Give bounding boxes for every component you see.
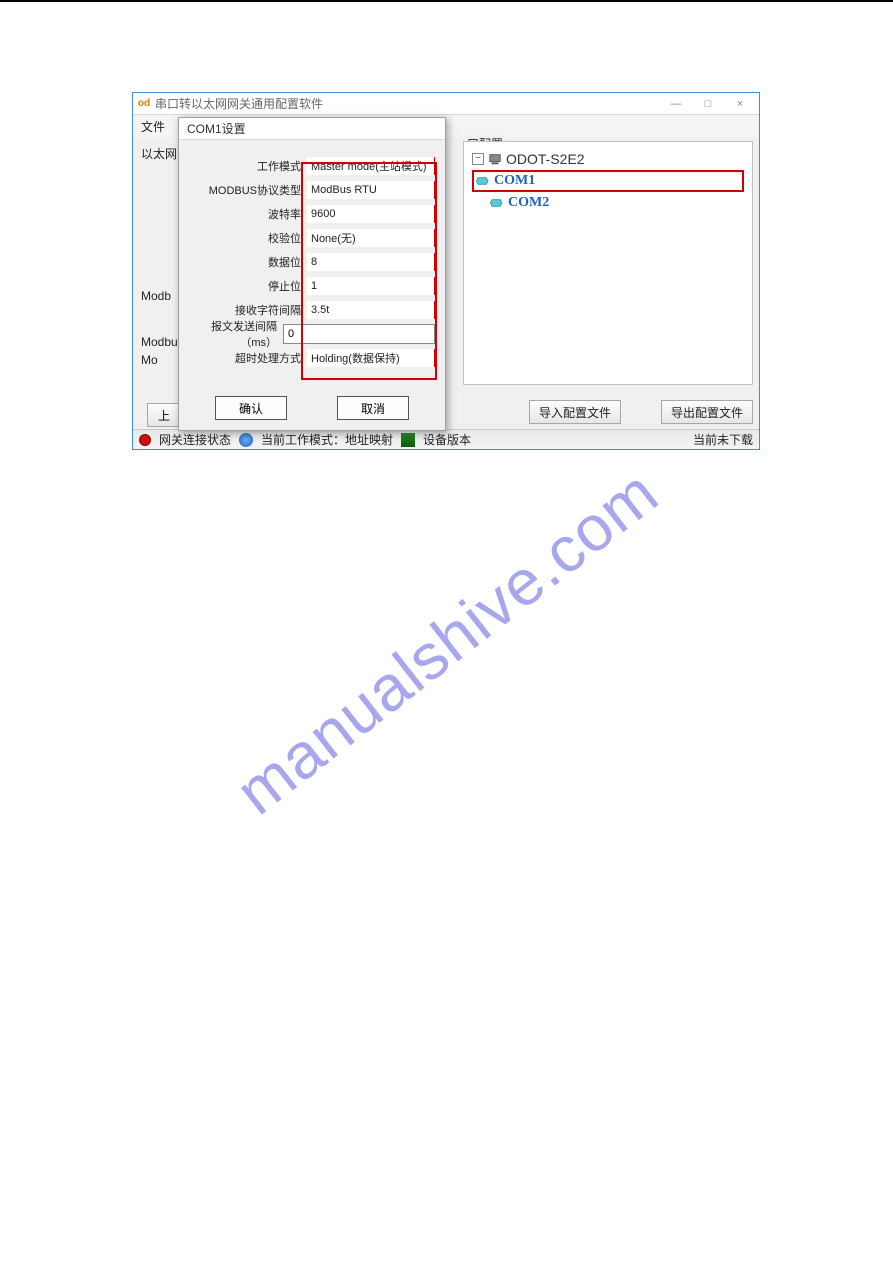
com1-settings-dialog: COM1设置 工作模式 Master mode(主站模式) MODBUS协议类型… (178, 117, 446, 431)
field-parity[interactable]: None(无) (307, 229, 435, 247)
label-send-gap: 报文发送间隔（ms） (189, 318, 283, 350)
tree-com2-label: COM2 (508, 195, 549, 211)
statusbar: 网关连接状态 当前工作模式：地址映射 设备版本 当前未下载 (133, 429, 759, 449)
import-config-button[interactable]: 导入配置文件 (529, 400, 621, 424)
tree-root-label: ODOT-S2E2 (506, 151, 585, 167)
ok-button[interactable]: 确认 (215, 396, 287, 420)
left-label-modbu: Modbu (141, 335, 178, 349)
close-button[interactable]: × (725, 95, 755, 113)
status-version: 设备版本 (423, 431, 471, 448)
status-dot-icon (139, 434, 151, 446)
field-stopbits[interactable]: 1 (307, 277, 435, 295)
label-timeout: 超时处理方式 (189, 350, 307, 366)
label-stopbits: 停止位 (189, 278, 307, 294)
field-char-gap[interactable]: 3.5t (307, 301, 435, 319)
tree-com1-label: COM1 (494, 173, 535, 189)
field-work-mode[interactable]: Master mode(主站模式) (307, 157, 435, 175)
label-protocol: MODBUS协议类型 (189, 182, 307, 198)
window-title: 串口转以太网网关通用配置软件 (155, 95, 323, 112)
input-send-gap[interactable] (283, 324, 435, 344)
status-download: 当前未下载 (693, 431, 753, 448)
left-label-modb: Modb (141, 289, 171, 303)
dialog-title: COM1设置 (179, 118, 445, 140)
label-baud: 波特率 (189, 206, 307, 222)
device-icon (488, 152, 502, 166)
field-protocol[interactable]: ModBus RTU (307, 181, 435, 199)
maximize-button[interactable]: □ (693, 95, 723, 113)
field-timeout[interactable]: Holding(数据保持) (307, 349, 435, 367)
status-mode: 当前工作模式：地址映射 (261, 431, 393, 448)
cancel-button[interactable]: 取消 (337, 396, 409, 420)
field-baud[interactable]: 9600 (307, 205, 435, 223)
watermark-text: manualshive.com (222, 455, 672, 829)
field-databits[interactable]: 8 (307, 253, 435, 271)
label-char-gap: 接收字符间隔 (189, 302, 307, 318)
status-version-icon (401, 433, 415, 447)
export-config-button[interactable]: 导出配置文件 (661, 400, 753, 424)
menu-file[interactable]: 文件 (141, 118, 165, 135)
status-mode-icon (239, 433, 253, 447)
label-databits: 数据位 (189, 254, 307, 270)
tree-panel: − ODOT-S2E2 COM1 COM2 (463, 141, 753, 385)
app-icon: od (137, 97, 151, 111)
tree-root-row[interactable]: − ODOT-S2E2 (472, 148, 744, 170)
left-label-mo: Mo (141, 353, 158, 367)
status-connection: 网关连接状态 (159, 431, 231, 448)
tree-item-com1[interactable]: COM1 (472, 170, 744, 192)
port-icon (490, 198, 504, 208)
label-work-mode: 工作模式 (189, 158, 307, 174)
tree-item-com2[interactable]: COM2 (472, 192, 744, 214)
minimize-button[interactable]: — (661, 95, 691, 113)
titlebar: od 串口转以太网网关通用配置软件 — □ × (133, 93, 759, 115)
port-icon (476, 176, 490, 186)
label-parity: 校验位 (189, 230, 307, 246)
tree-collapse-icon[interactable]: − (472, 153, 484, 165)
